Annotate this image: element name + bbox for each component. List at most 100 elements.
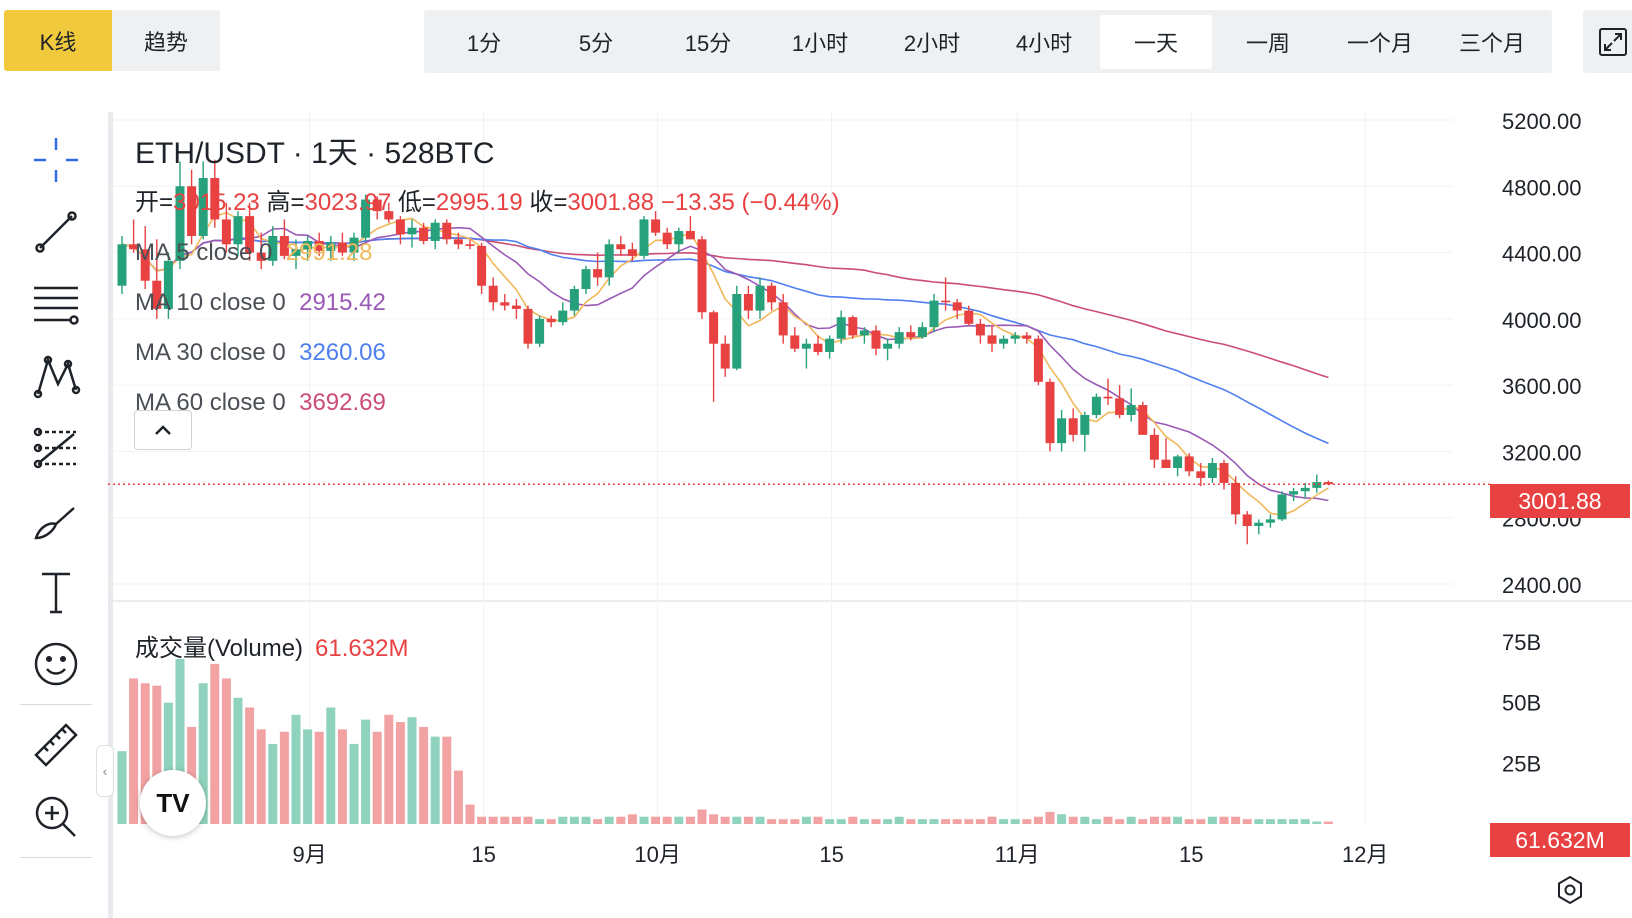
interval-3mo[interactable]: 三个月 [1458,30,1525,56]
candle-body [1033,338,1043,382]
volume-bar [1057,814,1067,824]
crosshair-tool[interactable] [20,128,92,192]
fullscreen-button[interactable] [1583,10,1632,73]
volume-bar [442,736,452,824]
trend-line-tool[interactable] [20,200,92,264]
volume-bar [1045,811,1055,824]
volume-bar [535,819,545,824]
candle-body [836,317,846,339]
tradingview-logo[interactable]: TV [140,770,206,836]
interval-1mo[interactable]: 一个月 [1346,30,1413,56]
candle-body [964,310,974,324]
candle-body [941,300,951,303]
candle-body [1126,405,1136,415]
horizontal-lines-tool[interactable] [20,272,92,336]
volume-bar [221,678,231,824]
candle-body [279,236,289,256]
candle-body [419,227,429,241]
settings-button[interactable] [1550,870,1590,910]
candle-body [465,244,475,246]
price-tick-label: 5200.00 [1502,112,1582,134]
interval-2h[interactable]: 2小时 [903,30,961,56]
candle-body [790,335,800,349]
candle-body [256,252,266,261]
interval-1m[interactable]: 1分 [466,30,502,56]
candle-body [523,308,533,344]
volume-bar [546,819,556,824]
interval-5m[interactable]: 5分 [578,30,614,56]
tab-trend[interactable]: 趋势 [112,10,220,71]
zoom-in-tool[interactable] [20,785,92,849]
volume-bar [523,816,533,824]
volume-bar [778,819,788,824]
tab-kline[interactable]: K线 [4,10,112,71]
change-value: −13.35 (−0.44%) [660,189,840,216]
text-tool[interactable] [20,560,92,624]
ma10-label: MA 10 close 0 [135,289,286,316]
interval-1w[interactable]: 一周 [1245,30,1290,56]
volume-bar [859,819,869,824]
candle-body [674,231,684,245]
volume-bar [755,816,765,824]
volume-bar [465,804,475,824]
ruler-tool[interactable] [20,713,92,777]
volume-bar [349,743,359,824]
candle-body [1115,398,1125,415]
interval-4h[interactable]: 4小时 [1015,30,1073,56]
volume-bar [279,731,289,824]
candle-body [743,294,753,311]
pattern-tool[interactable] [20,344,92,408]
volume-bar [210,663,220,824]
volume-bar [593,819,603,824]
interval-1d[interactable]: 一天 [1100,14,1212,69]
interval-1h[interactable]: 1小时 [791,30,849,56]
volume-bar [233,697,243,824]
volume-bar [430,736,440,824]
candle-body [871,330,881,349]
candle-body [581,269,591,290]
candle-body [1161,459,1171,468]
volume-value: 61.632M [315,635,409,662]
volume-bar [929,819,939,824]
time-tick-label: 9月 [292,842,326,867]
high-value: 3023.97 [304,189,392,216]
candle-body [361,199,371,238]
candle-body [221,219,231,245]
volume-bar [152,685,162,824]
brush-tool[interactable] [20,488,92,552]
legend-collapse-button[interactable] [134,410,192,450]
volume-bar [291,714,301,824]
candle-body [883,343,893,349]
candle-body [999,338,1009,344]
candlestick-chart[interactable]: 5200.00 4800.00 4400.00 4000.00 3600.00 3200.… [108,112,1632,918]
candle-body [163,260,173,309]
candle-body [1289,491,1299,495]
candle-body [407,227,417,235]
volume-tick-label: 75B [1502,630,1541,655]
candle-body [604,244,614,278]
toolbar-collapse-handle[interactable]: ‹ [96,745,114,797]
volume-bar [616,816,626,824]
interval-bar: 1分 5分 15分 1小时 2小时 4小时 一天 一周 一个月 三个月 [424,10,1552,73]
volume-bar [1173,816,1183,824]
price-tick-label: 4000.00 [1502,308,1582,333]
volume-bar [129,678,139,824]
volume-bar [999,819,1009,824]
volume-bar [453,770,463,824]
candle-body [813,343,823,352]
candle-body [233,216,243,245]
candle-body [1010,335,1020,339]
volume-bar [314,731,324,824]
interval-15m[interactable]: 15分 [684,30,732,56]
fib-tool[interactable] [20,416,92,480]
last-volume-tag: 61.632M [1490,823,1630,857]
volume-tick-label: 50B [1502,691,1541,716]
candle-body [268,236,278,261]
high-label: 高= [266,189,305,216]
candle-body [662,232,672,245]
candle-body [952,302,962,311]
emoji-tool[interactable] [20,632,92,696]
chart-area[interactable]: 5200.00 4800.00 4400.00 4000.00 3600.00 3200.… [108,112,1632,918]
candle-body [303,240,313,250]
candle-body [709,312,719,344]
